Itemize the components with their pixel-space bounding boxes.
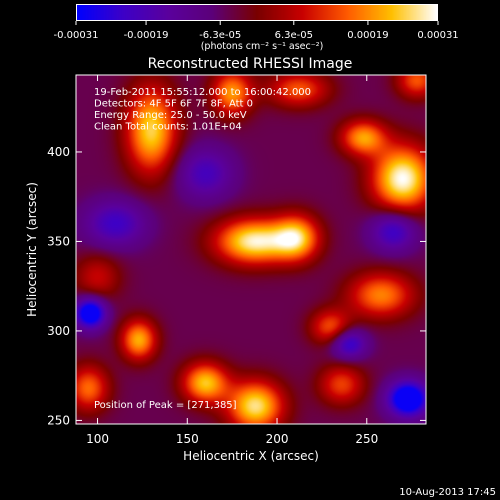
y-tick-label: 400 (47, 145, 70, 159)
info-line: Energy Range: 25.0 - 50.0 keV (94, 110, 247, 121)
colorbar-tick-label: -0.00031 (54, 30, 99, 41)
plot-title: Reconstructed RHESSI Image (148, 56, 353, 72)
footer-date: 10-Aug-2013 17:45 (399, 487, 496, 498)
y-axis-label: Heliocentric Y (arcsec) (25, 182, 39, 317)
info-line: 19-Feb-2011 15:55:12.000 to 16:00:42.000 (94, 87, 311, 98)
info-line: Clean Total counts: 1.01E+04 (94, 122, 242, 133)
info-line: Detectors: 4F 5F 6F 7F 8F, Att 0 (94, 99, 253, 110)
x-tick-label: 150 (176, 432, 199, 446)
x-axis-label: Heliocentric X (arcsec) (183, 449, 319, 463)
colorbar-tick-label: 0.00019 (347, 30, 388, 41)
colorbar-tick-label: 0.00031 (417, 30, 458, 41)
colorbar-units: (photons cm⁻² s⁻¹ asec⁻²) (201, 41, 324, 52)
x-tick-label: 200 (266, 432, 289, 446)
y-tick-label: 350 (47, 234, 70, 248)
colorbar-tick-label: 6.3e-05 (275, 30, 313, 41)
heatmap-image (76, 75, 426, 424)
x-tick-label: 100 (86, 432, 109, 446)
colorbar-tick-label: -0.00019 (124, 30, 169, 41)
plot-frame (75, 74, 427, 425)
y-tick-label: 250 (47, 413, 70, 427)
y-tick-label: 300 (47, 324, 70, 338)
colorbar (76, 4, 438, 21)
colorbar-tick-label: -6.3e-05 (199, 30, 241, 41)
x-tick-label: 250 (355, 432, 378, 446)
peak-position-label: Position of Peak = [271,385] (94, 400, 237, 411)
